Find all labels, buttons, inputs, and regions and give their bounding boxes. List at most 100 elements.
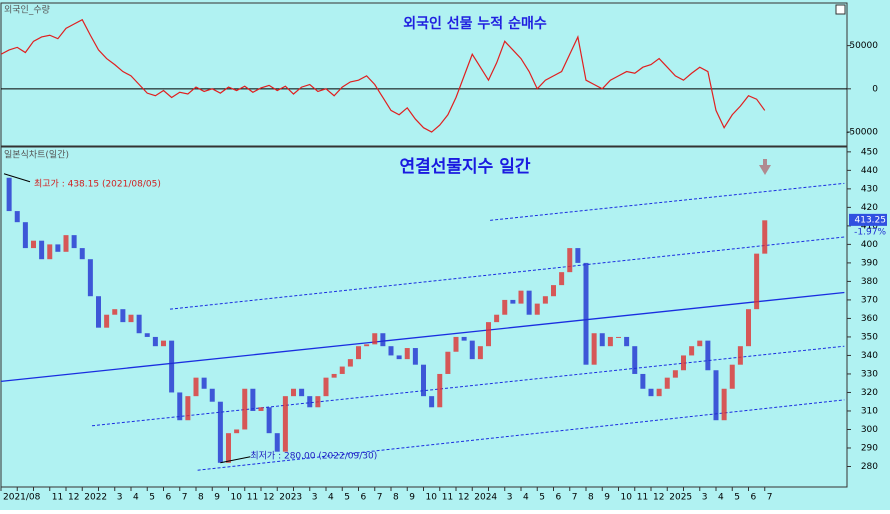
channel-line [197, 399, 845, 471]
candle [258, 407, 264, 411]
y-tick-label: 420 [861, 203, 878, 213]
candle [705, 340, 711, 371]
x-tick-label: 7 [767, 493, 773, 503]
y-tick-label: 320 [861, 388, 878, 398]
x-tick-label: 4 [328, 493, 334, 503]
y-tick-label: 440 [861, 166, 878, 176]
y-tick-label: 390 [861, 258, 878, 268]
x-tick-label: 9 [604, 493, 610, 503]
y-tick-label: 430 [861, 184, 878, 194]
x-tick-label: 2023 [279, 493, 302, 503]
candle [136, 314, 142, 334]
x-tick-label: 4 [523, 493, 529, 503]
x-tick-label: 11 [637, 493, 648, 503]
candle [746, 309, 751, 347]
candle [388, 346, 394, 356]
panel-button[interactable] [835, 4, 846, 15]
x-tick-label: 12 [263, 493, 274, 503]
x-tick-label: 12 [653, 493, 664, 503]
x-tick-label: 9 [214, 493, 220, 503]
x-tick-label: 5 [344, 493, 350, 503]
high-arrow [3, 173, 31, 183]
candle [664, 377, 670, 389]
candle [39, 240, 45, 260]
candle [437, 373, 443, 408]
candle [762, 220, 768, 254]
lower-indicator: 일본식차트(일간) [4, 149, 69, 161]
candle [640, 373, 646, 389]
series-line [0, 18, 766, 133]
y-tick-label: 370 [861, 295, 878, 305]
candle [461, 336, 467, 341]
y-tick-label: 410 [861, 221, 878, 231]
x-tick-label: 2022 [84, 493, 107, 503]
candle [234, 429, 240, 434]
x-tick-label: 8 [588, 493, 594, 503]
candle [31, 240, 36, 249]
candle [315, 396, 321, 408]
candle [494, 314, 500, 323]
candle [689, 346, 695, 356]
x-tick-label: 3 [507, 493, 513, 503]
candle [681, 355, 686, 371]
x-tick-label: 4 [718, 493, 724, 503]
candle [217, 401, 223, 463]
candle [453, 336, 459, 352]
candle [347, 359, 353, 367]
lower-title: 연결선물지수 일간 [399, 157, 530, 177]
x-tick-label: 2021/08 [3, 493, 41, 503]
candle [356, 346, 361, 360]
candle [242, 388, 248, 430]
candle [486, 322, 491, 347]
x-tick-label: 10 [621, 493, 633, 503]
candle [299, 388, 305, 397]
candle [193, 377, 199, 397]
candle [583, 262, 589, 365]
candle [607, 336, 613, 347]
candle [421, 364, 426, 397]
candle [209, 388, 215, 402]
x-tick-label: 5 [539, 493, 545, 503]
candle [323, 377, 329, 397]
candle [534, 303, 540, 315]
x-tick-label: 4 [133, 493, 139, 503]
candle [364, 344, 370, 347]
candle [14, 211, 20, 223]
candle [737, 346, 743, 365]
candle [616, 336, 621, 338]
candle [445, 351, 451, 374]
candle [721, 388, 727, 421]
x-tick-label: 6 [361, 493, 367, 503]
candle [6, 177, 12, 212]
x-tick-label: 6 [751, 493, 757, 503]
candle [185, 396, 191, 421]
last-price-box [849, 213, 887, 226]
low-label: 최저가 : 280.00 (2022/09/30) [250, 450, 377, 461]
candle [502, 299, 508, 315]
candle [632, 346, 638, 374]
candle [282, 396, 288, 452]
candle [177, 392, 183, 421]
y-tick-label: 280 [861, 462, 878, 472]
candle [55, 244, 61, 252]
candle [477, 346, 483, 360]
y-tick-label: 300 [861, 425, 878, 435]
candle [697, 340, 703, 347]
candle [567, 248, 573, 273]
candle [713, 370, 719, 421]
candle [96, 296, 101, 328]
candle [71, 235, 77, 249]
candle [22, 222, 28, 249]
x-tick-label: 12 [68, 493, 79, 503]
channel-line [91, 345, 845, 427]
candle [331, 373, 337, 378]
candle [575, 248, 581, 263]
candle [380, 333, 386, 347]
candle [274, 433, 280, 452]
channel-line [0, 291, 845, 383]
y-tick-label: 330 [861, 369, 878, 379]
y-tick-label: -50000 [846, 128, 878, 138]
candle [518, 290, 524, 304]
